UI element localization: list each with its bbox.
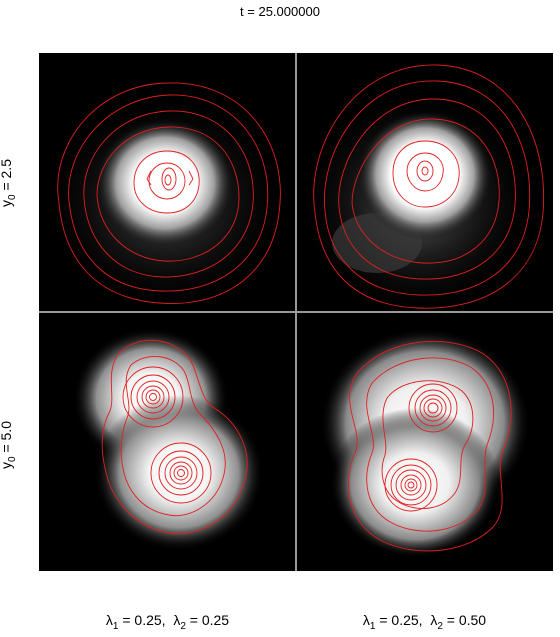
panel-grid: [39, 53, 553, 571]
row-label-top: y0 = 2.5: [0, 159, 18, 207]
horizontal-separator: [39, 311, 553, 313]
density-image: [39, 53, 295, 311]
column-label-right: λ1 = 0.25, λ2 = 0.50: [362, 612, 487, 632]
column-label-left: λ1 = 0.25, λ2 = 0.25: [105, 612, 230, 632]
panel-y5p0-l025-050: [297, 313, 553, 571]
panel-y5p0-l025-025: [39, 313, 295, 571]
density-image: [39, 313, 295, 571]
panel-y2p5-l025-050: [297, 53, 553, 311]
density-image: [297, 53, 553, 311]
panel-y2p5-l025-025: [39, 53, 295, 311]
figure-title: t = 25.000000: [240, 4, 320, 19]
row-label-bottom: y0 = 5.0: [0, 421, 18, 469]
density-image: [297, 313, 553, 571]
